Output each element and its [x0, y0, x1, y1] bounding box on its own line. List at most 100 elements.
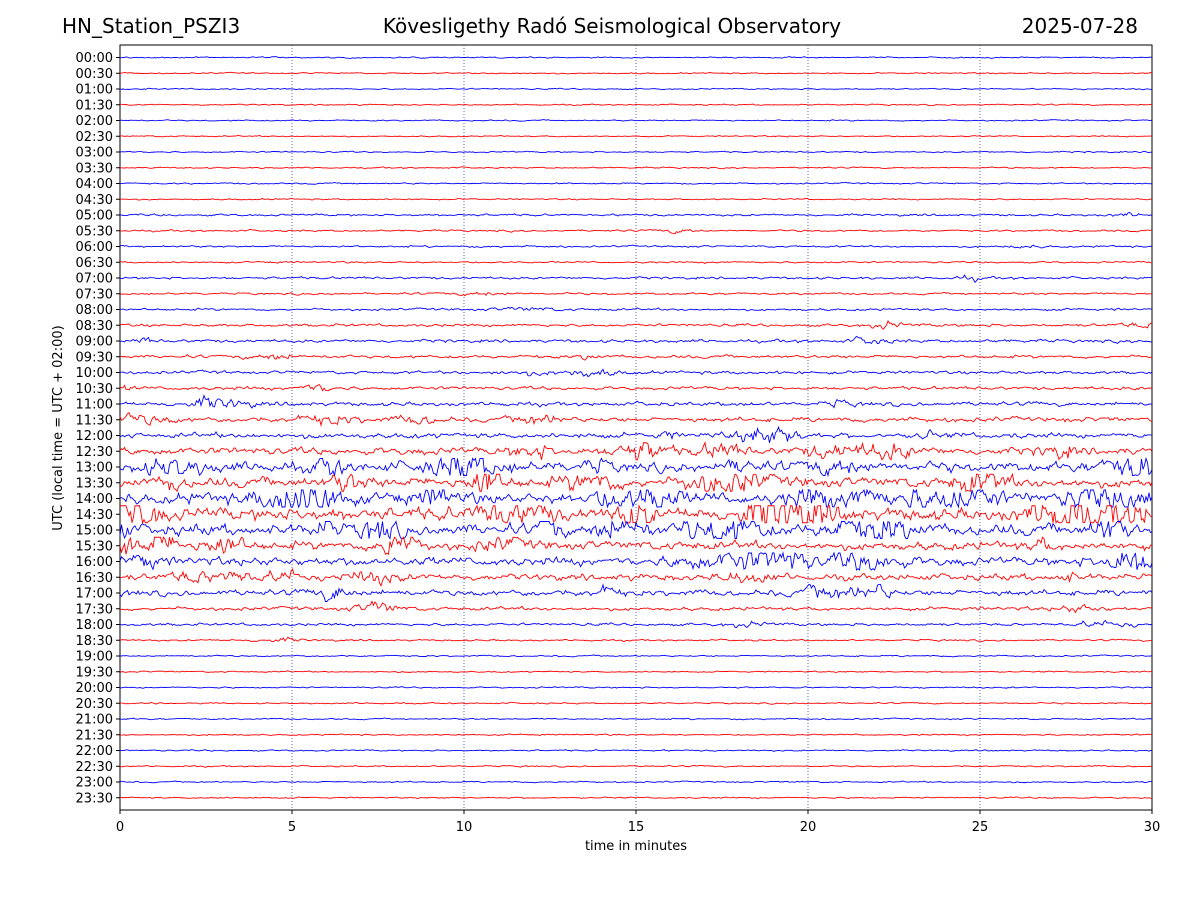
y-tick-label: 07:00	[76, 272, 113, 287]
x-tick-label: 5	[288, 820, 296, 835]
x-tick-label: 20	[800, 820, 817, 835]
trace-0000	[119, 56, 1153, 59]
trace-0700	[119, 274, 1153, 283]
y-tick-label: 01:00	[76, 83, 113, 98]
trace-1200	[119, 425, 1153, 443]
trace-0130	[119, 103, 1153, 107]
y-tick-label: 17:00	[76, 587, 113, 602]
trace-0830	[119, 319, 1153, 330]
y-tick-label: 23:00	[76, 776, 113, 791]
y-tick-label: 13:30	[76, 476, 113, 491]
y-tick-label: 08:00	[76, 303, 113, 318]
trace-1130	[119, 411, 1153, 427]
x-tick-label: 30	[1144, 820, 1161, 835]
trace-0430	[119, 197, 1153, 201]
y-tick-label: 20:30	[76, 697, 113, 712]
trace-0100	[119, 87, 1153, 91]
y-tick-label: 09:00	[76, 335, 113, 350]
y-tick-label: 19:30	[76, 665, 113, 680]
trace-0500	[119, 212, 1153, 217]
y-tick-label: 11:30	[76, 413, 113, 428]
trace-1630	[119, 568, 1153, 587]
trace-0330	[119, 166, 1153, 170]
x-tick-label: 15	[628, 820, 645, 835]
trace-0800	[119, 306, 1153, 312]
y-tick-label: 02:00	[76, 114, 113, 129]
trace-2000	[119, 686, 1153, 689]
y-tick-label: 11:00	[76, 398, 113, 413]
y-tick-label: 00:00	[76, 51, 113, 66]
trace-2100	[119, 717, 1153, 721]
y-tick-label: 00:30	[76, 67, 113, 82]
trace-2130	[119, 733, 1153, 737]
trace-2300	[119, 780, 1153, 784]
trace-1300	[119, 456, 1153, 478]
trace-1900	[119, 654, 1153, 658]
y-tick-label: 01:30	[76, 98, 113, 113]
y-tick-label: 22:00	[76, 744, 113, 759]
trace-1800	[119, 619, 1153, 629]
y-tick-label: 17:30	[76, 602, 113, 617]
y-tick-label: 07:30	[76, 287, 113, 302]
trace-1530	[119, 536, 1153, 556]
x-tick-label: 0	[116, 820, 124, 835]
y-tick-label: 19:00	[76, 650, 113, 665]
trace-1500	[119, 519, 1153, 540]
record-date: 2025-07-28	[1021, 14, 1138, 38]
y-tick-label: 18:00	[76, 618, 113, 633]
x-axis-label: time in minutes	[585, 839, 687, 854]
trace-0730	[119, 291, 1153, 297]
y-tick-label: 16:30	[76, 571, 113, 586]
trace-1100	[119, 394, 1153, 409]
trace-0200	[119, 119, 1153, 122]
trace-1330	[119, 472, 1153, 493]
y-tick-label: 12:30	[76, 445, 113, 460]
y-tick-label: 14:30	[76, 508, 113, 523]
y-tick-label: 09:30	[76, 350, 113, 365]
y-tick-label: 04:30	[76, 193, 113, 208]
y-tick-label: 10:00	[76, 366, 113, 381]
y-tick-label: 03:30	[76, 161, 113, 176]
chart-title: Kövesligethy Radó Seismological Observat…	[382, 14, 842, 38]
x-ticks: 0 5 10 15 20 25 30	[116, 810, 1160, 835]
trace-0230	[119, 134, 1153, 138]
x-tick-label: 25	[972, 820, 989, 835]
trace-1730	[119, 600, 1153, 614]
y-tick-label: 14:00	[76, 492, 113, 507]
x-tick-label: 10	[456, 820, 473, 835]
trace-0530	[119, 229, 1153, 235]
trace-0300	[119, 150, 1153, 154]
trace-2330	[119, 796, 1153, 799]
y-tick-label: 08:30	[76, 319, 113, 334]
y-ticks: 00:0000:3001:0001:3002:0002:3003:0003:30…	[76, 51, 120, 806]
gridlines	[291, 45, 981, 810]
y-tick-label: 10:30	[76, 382, 113, 397]
trace-0900	[119, 335, 1153, 345]
trace-1700	[119, 583, 1153, 602]
trace-1830	[119, 636, 1153, 643]
y-tick-label: 13:00	[76, 461, 113, 476]
y-tick-label: 04:00	[76, 177, 113, 192]
station-name: HN_Station_PSZI3	[62, 14, 241, 38]
trace-2030	[119, 701, 1153, 705]
trace-0600	[119, 244, 1153, 249]
y-tick-label: 15:30	[76, 539, 113, 554]
y-tick-label: 06:00	[76, 240, 113, 255]
y-tick-label: 21:00	[76, 713, 113, 728]
trace-1600	[119, 551, 1153, 571]
y-tick-label: 21:30	[76, 728, 113, 743]
trace-0030	[119, 71, 1153, 75]
y-tick-label: 05:30	[76, 224, 113, 239]
y-axis-label: UTC (local time = UTC + 02:00)	[51, 325, 66, 530]
y-tick-label: 06:30	[76, 256, 113, 271]
trace-1930	[119, 670, 1153, 674]
y-tick-label: 12:00	[76, 429, 113, 444]
trace-1430	[120, 504, 1153, 525]
y-tick-label: 05:00	[76, 209, 113, 224]
y-tick-label: 16:00	[76, 555, 113, 570]
y-tick-label: 20:00	[76, 681, 113, 696]
trace-1230	[119, 441, 1153, 461]
trace-0400	[119, 181, 1153, 185]
trace-2230	[119, 764, 1153, 768]
